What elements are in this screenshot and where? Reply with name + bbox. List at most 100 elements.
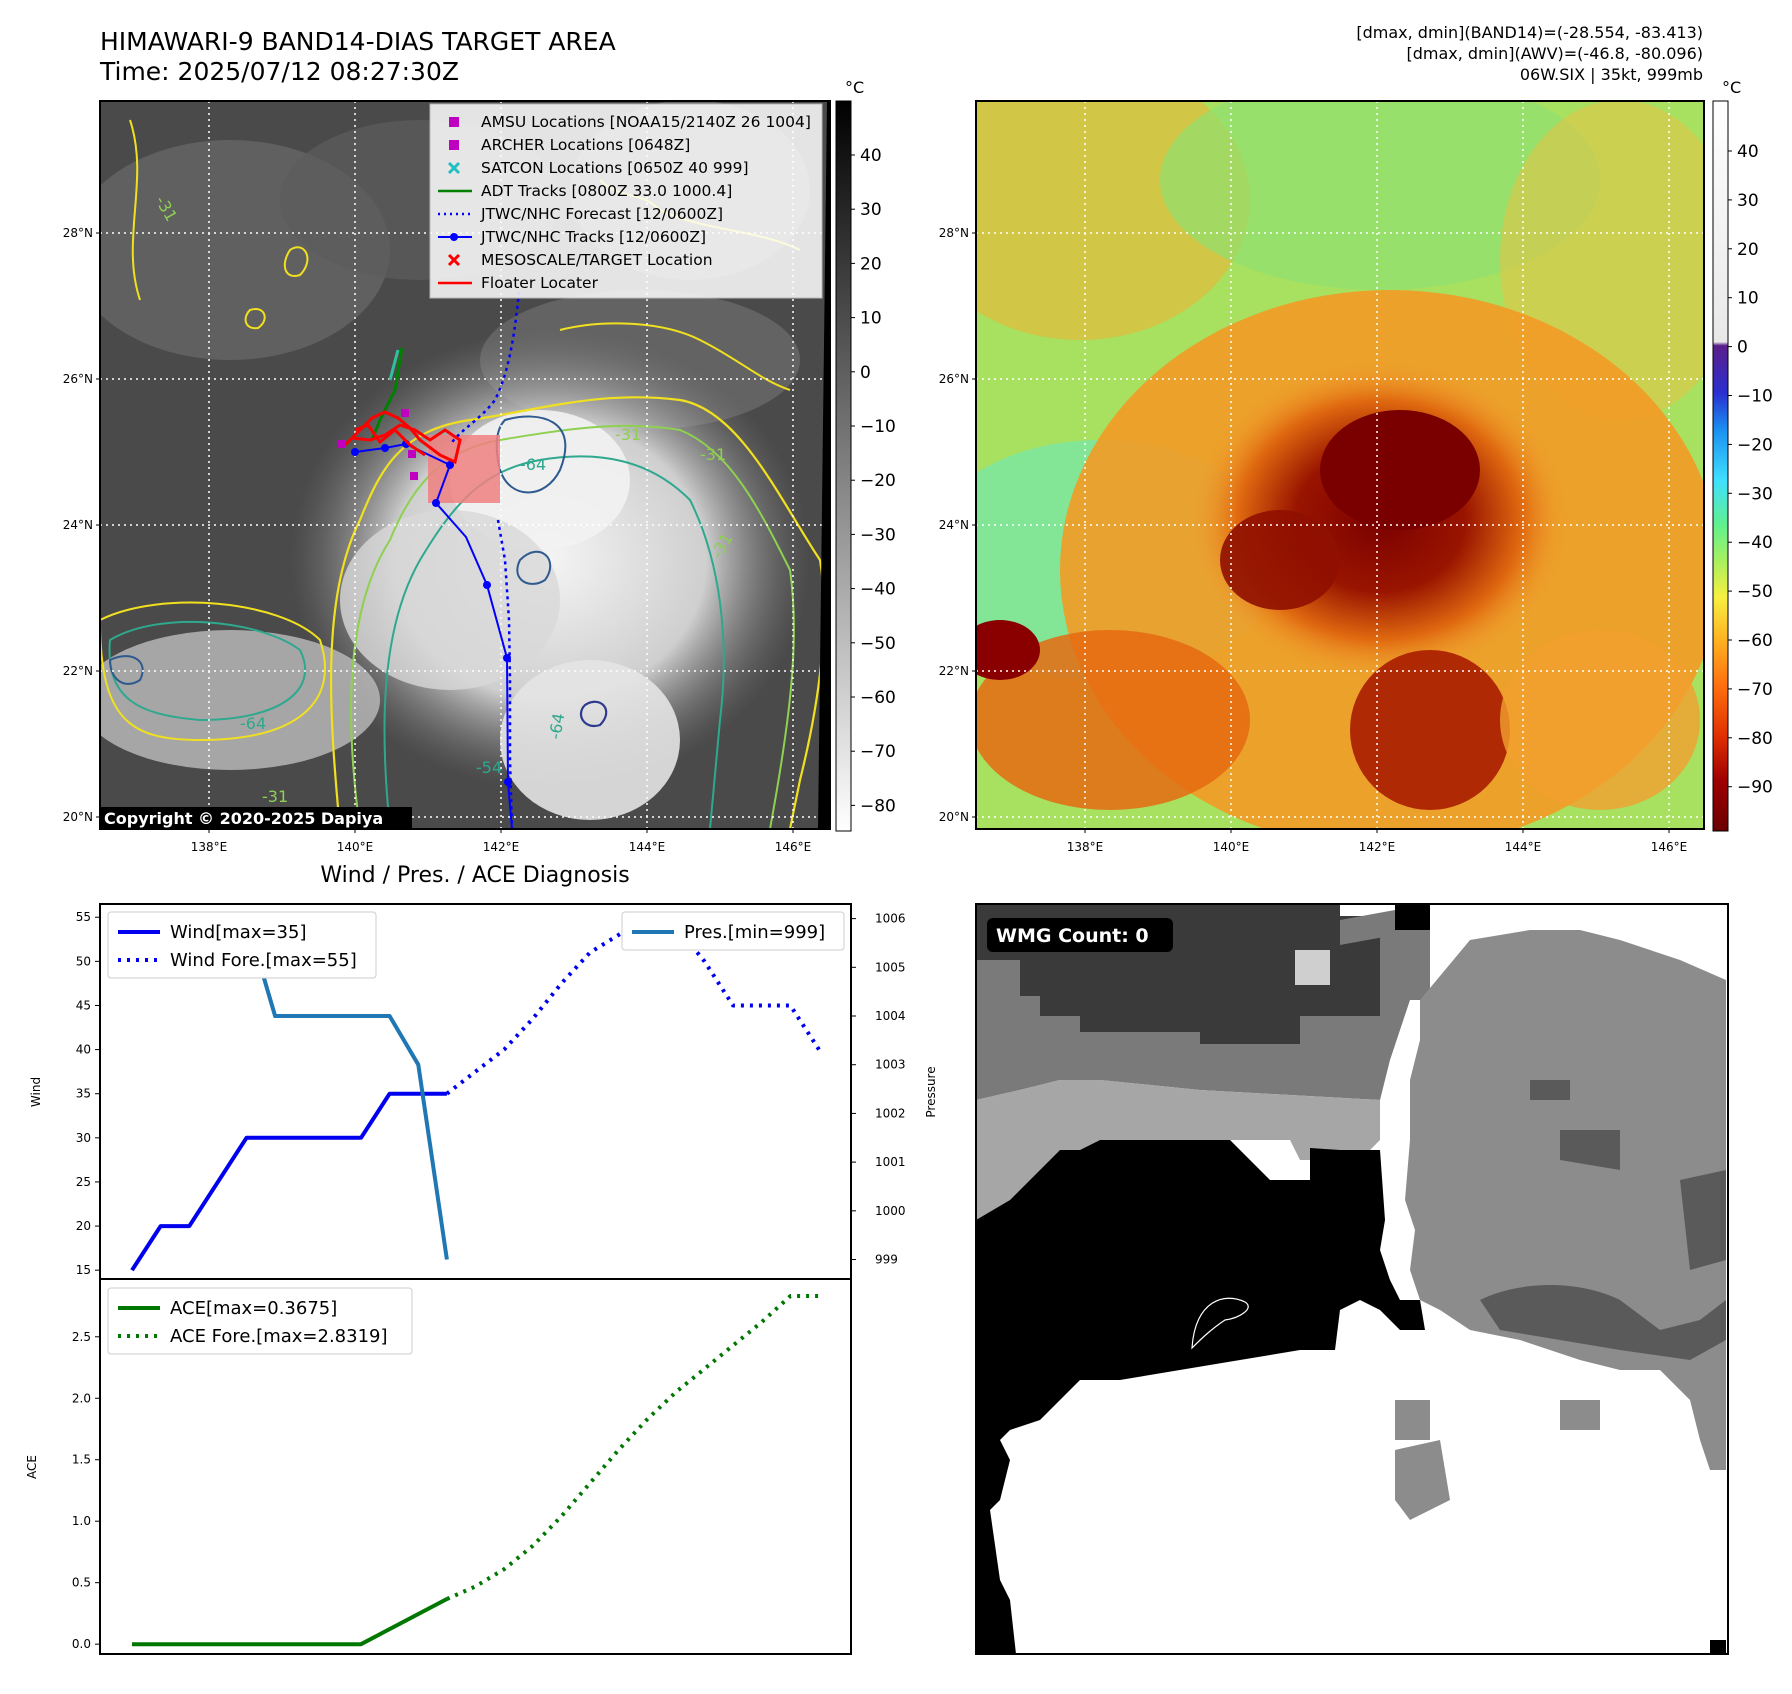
- y-tick-label: 45: [76, 998, 91, 1012]
- chart-title: Wind / Pres. / ACE Diagnosis: [320, 863, 629, 888]
- y-tick-label: 0.0: [72, 1637, 91, 1651]
- y-tick-label: 40: [76, 1043, 91, 1057]
- lat-tick-label: 28°N: [939, 226, 969, 240]
- colorbar-unit: °C: [845, 78, 864, 97]
- lat-tick-label: 24°N: [63, 518, 93, 532]
- ace-chart: ACE 0.0 0.5 1.0 1.5 2.0 2.5 ACE[max=0.3675] AC…: [25, 1278, 852, 1655]
- wmg-panel: WMG Count: 0: [975, 903, 1729, 1655]
- y-tick-label: 20: [76, 1219, 91, 1233]
- awv-imagery: [976, 101, 1704, 829]
- y-right-tick-label: 1003: [875, 1058, 906, 1072]
- colorbar-tick-label: 20: [860, 254, 882, 274]
- y-tick-label: 25: [76, 1175, 91, 1189]
- legend-label: SATCON Locations [0650Z 40 999]: [481, 159, 749, 177]
- colorbar-tick-label: −60: [1737, 631, 1773, 651]
- stats-band14: [dmax, dmin](BAND14)=(-28.554, -83.413): [1356, 23, 1703, 42]
- y-right-tick-label: 1005: [875, 960, 906, 974]
- colorbar-tick-label: −50: [1737, 582, 1773, 602]
- y-tick-label: 2.5: [72, 1330, 91, 1344]
- colorbar-tick-label: −50: [860, 634, 896, 654]
- y-tick-label: 15: [76, 1263, 91, 1277]
- lon-tick-label: 146°E: [775, 840, 812, 854]
- colorbar-color-ticks: 40 30 20 10 0 −10 −20 −30 −40 −50 −60 −70 −80 −90: [1728, 142, 1773, 798]
- colorbar-color: [1712, 100, 1729, 832]
- legend-label: JTWC/NHC Forecast [12/0600Z]: [480, 205, 723, 223]
- chart-legend-label: ACE[max=0.3675]: [170, 1298, 337, 1319]
- colorbar-tick-label: −20: [1737, 435, 1773, 455]
- ir-map-panel: -31 -31 -31 -31 -31 -64 -64 -64 -54 Copy…: [63, 78, 896, 854]
- colorbar-tick-label: −90: [1737, 778, 1773, 798]
- chart-legend-box: [621, 911, 845, 951]
- colorbar-tick-label: −20: [860, 471, 896, 491]
- legend-label: ADT Tracks [0800Z 33.0 1000.4]: [481, 182, 732, 200]
- chart-legend-label: ACE Fore.[max=2.8319]: [170, 1326, 388, 1347]
- lat-tick-label: 26°N: [939, 372, 969, 386]
- colorbar-tick-label: 10: [1737, 289, 1759, 309]
- lat-tick-label: 22°N: [63, 664, 93, 678]
- colorbar-tick-label: −30: [860, 525, 896, 545]
- colorbar-unit: °C: [1722, 78, 1741, 97]
- colorbar-tick-label: −60: [860, 688, 896, 708]
- contour-label: -64: [240, 714, 266, 733]
- legend-marker-square: [449, 140, 459, 150]
- colorbar-tick-label: −70: [860, 742, 896, 762]
- wmg-count-label: WMG Count: 0: [996, 925, 1149, 947]
- colorbar-tick-label: −80: [860, 796, 896, 816]
- map-legend: AMSU Locations [NOAA15/2140Z 26 1004] ARC…: [429, 103, 823, 299]
- colorbar-tick-label: −10: [860, 417, 896, 437]
- legend-marker-x: [447, 253, 461, 267]
- stats-awv: [dmax, dmin](AWV)=(-46.8, -80.096): [1406, 44, 1703, 63]
- series-line: [130, 1091, 447, 1272]
- lat-tick-label: 20°N: [63, 810, 93, 824]
- colorbar-tick-label: 0: [1737, 338, 1748, 358]
- wind-axis-label: Wind: [29, 1077, 43, 1107]
- lon-tick-label: 144°E: [629, 840, 666, 854]
- colorbar-tick-label: 0: [860, 363, 871, 383]
- colorbar-tick-label: −30: [1737, 484, 1773, 504]
- y-right-tick-label: 1000: [875, 1204, 906, 1218]
- colorbar-tick-label: 20: [1737, 240, 1759, 260]
- contour-label: -64: [545, 712, 568, 741]
- chart-legend-label: Wind[max=35]: [170, 922, 307, 943]
- y-tick-label: 2.0: [72, 1391, 91, 1405]
- y-right-tick-label: 999: [875, 1253, 898, 1267]
- legend-label: JTWC/NHC Tracks [12/0600Z]: [480, 228, 706, 246]
- y-tick-label: 30: [76, 1131, 91, 1145]
- ace-axis-label: ACE: [25, 1455, 39, 1479]
- contour-label: -31: [700, 445, 726, 464]
- chart-legend-label: Wind Fore.[max=55]: [170, 950, 357, 971]
- lon-tick-label: 142°E: [1359, 840, 1396, 854]
- lon-tick-label: 138°E: [1067, 840, 1104, 854]
- legend-label: MESOSCALE/TARGET Location: [481, 251, 713, 269]
- lat-tick-label: 26°N: [63, 372, 93, 386]
- lat-tick-label: 20°N: [939, 810, 969, 824]
- colorbar-tick-label: 30: [1737, 191, 1759, 211]
- figure-title: HIMAWARI-9 BAND14-DIAS TARGET AREA: [100, 27, 616, 56]
- lon-tick-label: 138°E: [191, 840, 228, 854]
- y-tick-label: 1.0: [72, 1514, 91, 1528]
- y-right-tick-label: 1004: [875, 1009, 906, 1023]
- colorbar-tick-label: −70: [1737, 680, 1773, 700]
- y-right-tick-label: 1001: [875, 1155, 906, 1169]
- y-right-tick-label: 1006: [875, 912, 906, 926]
- lon-tick-label: 142°E: [483, 840, 520, 854]
- series-line: [132, 1597, 448, 1647]
- contour-label: -64: [520, 455, 546, 474]
- colorbar-tick-label: 10: [860, 309, 882, 329]
- colorbar-gray-ticks: 40 30 20 10 0 −10 −20 −30 −40 −50 −60 −70 −80: [851, 146, 896, 816]
- series-line: [446, 1294, 819, 1601]
- y-tick-label: 0.5: [72, 1576, 91, 1590]
- colorbar-tick-label: −40: [1737, 533, 1773, 553]
- colorbar-tick-label: −10: [1737, 387, 1773, 407]
- lon-tick-label: 146°E: [1651, 840, 1688, 854]
- legend-label: Floater Locater: [481, 274, 599, 292]
- legend-label: ARCHER Locations [0648Z]: [481, 136, 690, 154]
- y-tick-label: 35: [76, 1087, 91, 1101]
- copyright: Copyright © 2020-2025 Dapiya: [104, 809, 383, 828]
- y-right-tick-label: 1002: [875, 1106, 906, 1120]
- awv-map-panel: °C 403020100−10−20−30−40−50−60−70−80−90 …: [939, 78, 1773, 854]
- legend-marker-dot: [450, 233, 458, 241]
- y-tick-label: 1.5: [72, 1453, 91, 1467]
- lat-tick-label: 24°N: [939, 518, 969, 532]
